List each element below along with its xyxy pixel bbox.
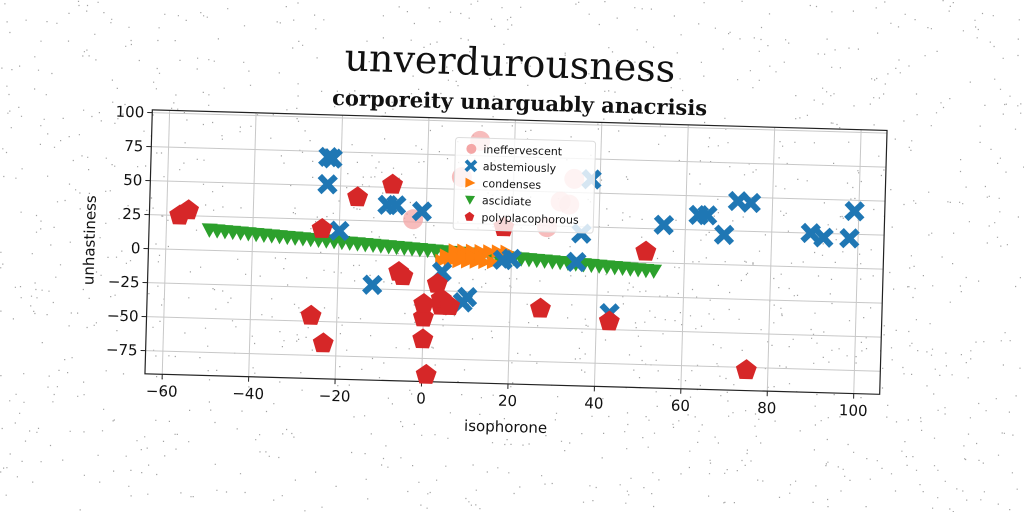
point-polyplacophorous bbox=[439, 295, 461, 316]
point-polyplacophorous bbox=[382, 173, 404, 194]
grid-line-x bbox=[593, 122, 603, 387]
point-polyplacophorous bbox=[311, 217, 333, 239]
point-abstemiously bbox=[501, 248, 522, 270]
grid-line-x bbox=[853, 129, 862, 394]
x-axis-label: isophorone bbox=[464, 417, 548, 437]
point-condenses bbox=[448, 248, 463, 263]
point-polyplacophorous bbox=[312, 332, 334, 353]
x-tick-label: 80 bbox=[757, 399, 777, 418]
x-tick-label: 20 bbox=[498, 392, 518, 411]
point-abstemiously bbox=[740, 192, 762, 214]
point-ascidiate bbox=[646, 264, 663, 279]
point-abstemiously bbox=[362, 274, 383, 296]
point-condenses bbox=[465, 249, 480, 264]
point-polyplacophorous bbox=[426, 272, 448, 293]
point-condenses bbox=[482, 244, 498, 259]
grid-line-y bbox=[146, 316, 882, 338]
point-polyplacophorous bbox=[178, 199, 200, 220]
point-abstemiously bbox=[813, 227, 834, 248]
legend-label-abstemiously: abstemiously bbox=[483, 160, 557, 175]
point-abstemiously bbox=[844, 200, 865, 222]
plot-area-frame bbox=[144, 109, 888, 395]
legend-marker-ineffervescent bbox=[466, 143, 477, 154]
point-polyplacophorous bbox=[415, 363, 437, 384]
point-polyplacophorous bbox=[413, 292, 435, 314]
grid-line-y bbox=[152, 112, 887, 134]
y-tick-label: 25 bbox=[122, 205, 142, 224]
y-tick-label: 50 bbox=[123, 171, 143, 190]
point-polyplacophorous bbox=[412, 328, 434, 349]
legend-label-ineffervescent: ineffervescent bbox=[483, 143, 563, 158]
point-polyplacophorous bbox=[392, 265, 414, 286]
point-polyplacophorous bbox=[530, 297, 551, 318]
grid-line-x bbox=[248, 112, 257, 377]
grid-line-y bbox=[147, 282, 883, 304]
y-tick-label: 75 bbox=[124, 137, 144, 156]
legend-marker-polyplacophorous bbox=[464, 211, 475, 221]
grid-line-x bbox=[161, 110, 171, 375]
point-polyplacophorous bbox=[635, 240, 657, 261]
point-abstemiously bbox=[385, 194, 407, 216]
point-abstemiously bbox=[328, 220, 350, 242]
point-abstemiously bbox=[411, 201, 433, 222]
point-condenses bbox=[456, 248, 471, 263]
point-abstemiously bbox=[713, 224, 735, 246]
point-polyplacophorous bbox=[735, 359, 757, 380]
legend-marker-condenses bbox=[465, 177, 476, 188]
legend-label-condenses: condenses bbox=[482, 177, 541, 192]
y-tick-label: 0 bbox=[131, 239, 141, 257]
point-abstemiously bbox=[317, 173, 338, 195]
y-tick-label: −50 bbox=[107, 307, 139, 326]
y-tick-label: −25 bbox=[108, 273, 140, 292]
point-abstemiously bbox=[800, 222, 821, 244]
figure-suptitle: unverdurousness bbox=[344, 35, 676, 91]
x-axis-ticks: −60 −40 −20 0 20 40 60 80 100 bbox=[146, 374, 868, 420]
point-abstemiously bbox=[697, 204, 718, 226]
point-condenses bbox=[486, 255, 502, 270]
x-tick-label: 0 bbox=[416, 389, 426, 407]
x-tick-label: −60 bbox=[146, 382, 178, 401]
point-abstemiously bbox=[318, 146, 339, 168]
legend-label-polyplacophorous: polyplacophorous bbox=[481, 211, 579, 227]
point-condenses bbox=[439, 248, 454, 263]
grid-line-y bbox=[145, 350, 881, 372]
legend-marker-abstemiously bbox=[464, 159, 478, 173]
grid-line-x bbox=[334, 115, 343, 380]
y-tick-label: 100 bbox=[115, 103, 144, 122]
point-abstemiously bbox=[653, 214, 675, 236]
series-ascidiate bbox=[201, 223, 663, 279]
point-condenses bbox=[474, 249, 489, 264]
grid-line-x bbox=[766, 127, 776, 392]
point-polyplacophorous bbox=[347, 186, 369, 207]
point-polyplacophorous bbox=[300, 304, 322, 325]
legend-label-ascidiate: ascidiate bbox=[482, 194, 532, 208]
point-abstemiously bbox=[565, 251, 587, 273]
grid-line-x bbox=[680, 124, 689, 389]
series-polyplacophorous bbox=[169, 173, 757, 384]
y-axis-label: unhastiness bbox=[79, 195, 100, 286]
x-tick-label: 60 bbox=[671, 396, 691, 415]
y-axis-ticks: −75 −50 −25 0 25 50 75 100 bbox=[106, 103, 153, 360]
x-tick-label: −40 bbox=[232, 384, 264, 403]
point-abstemiously bbox=[456, 286, 478, 308]
legend-marker-ascidiate bbox=[465, 195, 476, 205]
point-polyplacophorous bbox=[598, 310, 620, 331]
point-abstemiously bbox=[839, 227, 860, 249]
x-tick-label: 40 bbox=[584, 394, 604, 413]
y-tick-label: −75 bbox=[106, 341, 138, 360]
legend-box bbox=[452, 136, 597, 234]
x-tick-label: −20 bbox=[319, 387, 351, 406]
x-tick-label: 100 bbox=[839, 401, 868, 420]
legend: ineffervescent abstemiously condenses ascid… bbox=[452, 136, 597, 234]
chart-title: corporeity unarguably anacrisis bbox=[332, 85, 708, 120]
